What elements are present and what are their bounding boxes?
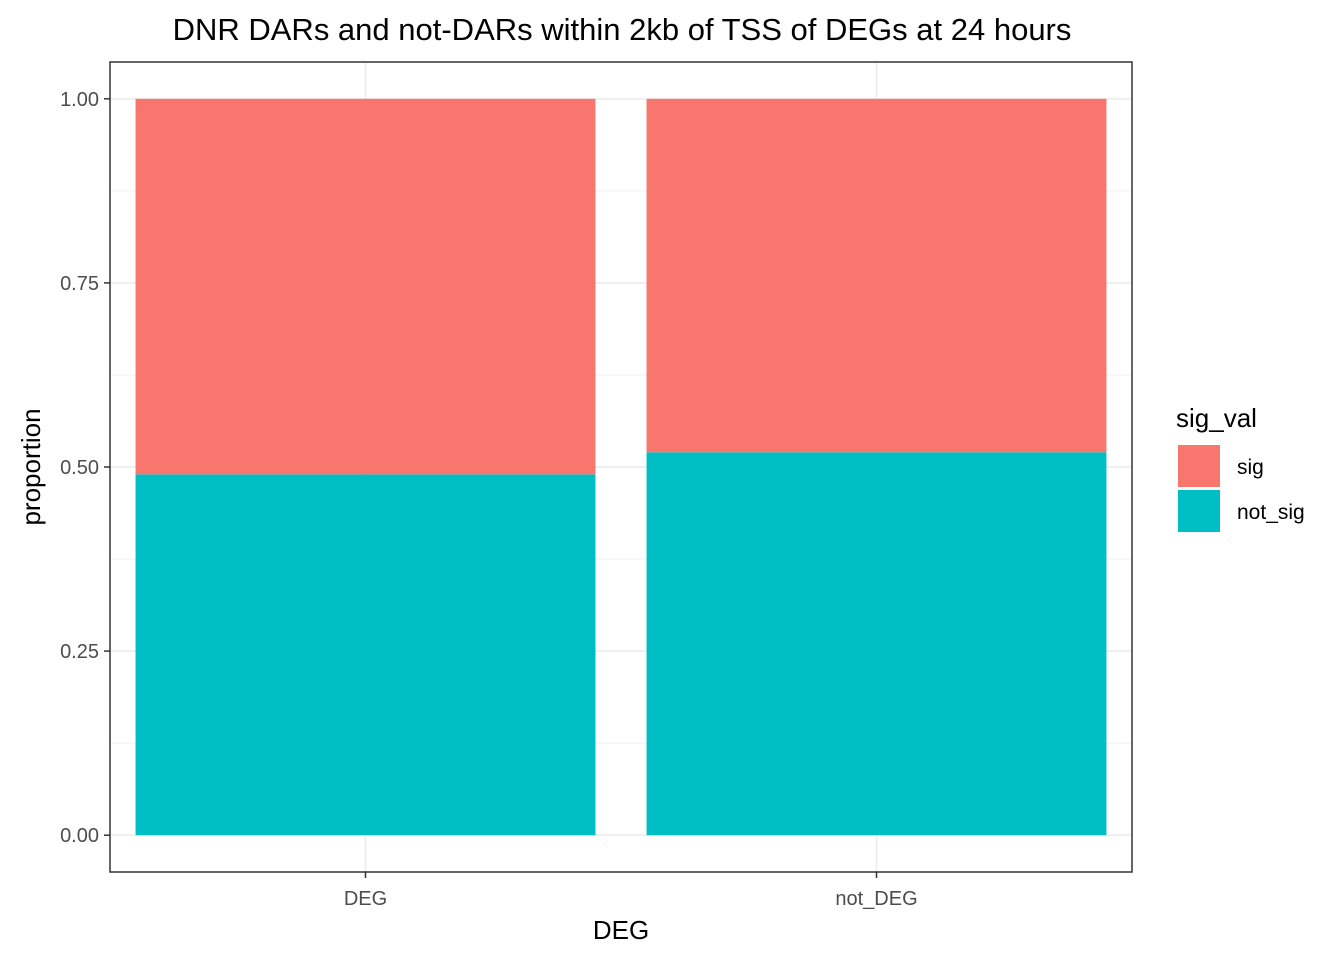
- bar-DEG-not_sig: [135, 474, 596, 836]
- x-tick-label: DEG: [344, 888, 387, 910]
- plot-panel: [109, 61, 1133, 873]
- y-tick-label: 1.00: [60, 89, 99, 111]
- x-axis-title: DEG: [593, 915, 649, 945]
- legend: sig_val sig not_sig: [1176, 403, 1305, 532]
- y-tick-label: 0.25: [60, 641, 99, 663]
- legend-label-not_sig: not_sig: [1237, 501, 1305, 524]
- chart-title: DNR DARs and not-DARs within 2kb of TSS …: [173, 12, 1072, 47]
- legend-key-not_sig: [1178, 490, 1220, 532]
- y-tick-label: 0.50: [60, 457, 99, 479]
- bar-not_DEG-sig: [646, 98, 1107, 453]
- x-axis: DEG not_DEG: [344, 872, 918, 910]
- y-axis: 0.00 0.25 0.50 0.75 1.00: [60, 89, 110, 847]
- x-tick-label: not_DEG: [835, 888, 917, 910]
- legend-title: sig_val: [1176, 403, 1257, 433]
- y-axis-title: proportion: [16, 408, 46, 525]
- y-tick-label: 0.00: [60, 825, 99, 847]
- bar-not_DEG-not_sig: [646, 452, 1107, 836]
- bars: [135, 98, 1107, 836]
- legend-label-sig: sig: [1237, 456, 1264, 479]
- y-tick-label: 0.75: [60, 273, 99, 295]
- bar-DEG-sig: [135, 98, 596, 475]
- legend-key-sig: [1178, 445, 1220, 487]
